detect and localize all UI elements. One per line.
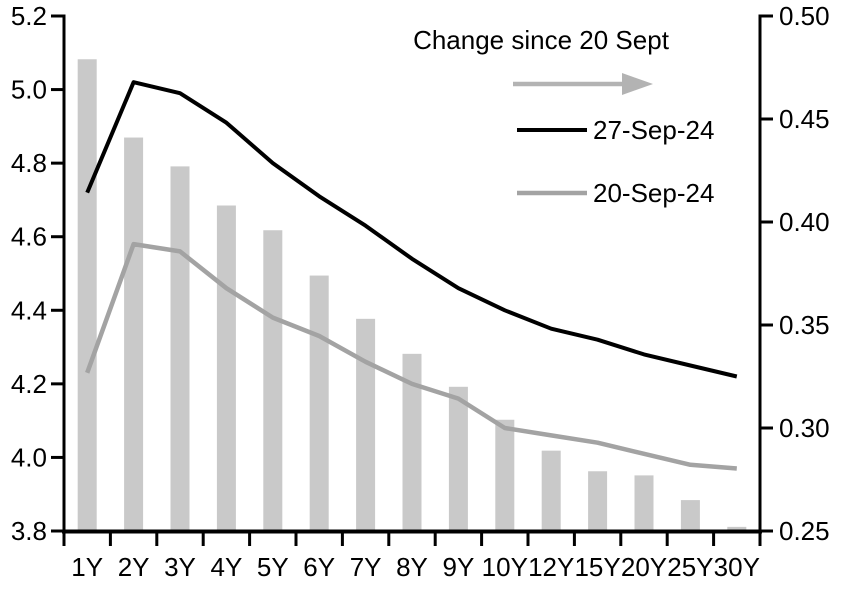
- right-axis-tick-label: 0.50: [779, 1, 830, 31]
- x-axis-tick-label: 8Y: [396, 552, 428, 582]
- x-axis-tick-label: 9Y: [442, 552, 474, 582]
- right-axis-tick-label: 0.30: [779, 413, 830, 443]
- x-axis-tick-label: 30Y: [714, 552, 760, 582]
- bar-20Y: [634, 475, 654, 531]
- line-series-27-sep-24: [85, 80, 738, 379]
- bar-4Y: [216, 205, 236, 531]
- bar-9Y: [448, 386, 468, 531]
- legend-arrow-icon: [622, 73, 653, 95]
- bar-10Y: [495, 419, 515, 531]
- x-axis-tick-label: 1Y: [71, 552, 103, 582]
- x-axis-tick-label: 4Y: [210, 552, 242, 582]
- x-axis-tick-label: 20Y: [621, 552, 667, 582]
- bar-7Y: [356, 318, 376, 531]
- right-axis-tick-label: 0.45: [779, 104, 830, 134]
- legend-label-27-sep-24: 27-Sep-24: [593, 115, 714, 145]
- bar-1Y: [77, 59, 97, 531]
- legend-title: Change since 20 Sept: [413, 25, 670, 55]
- bar-8Y: [402, 353, 422, 531]
- left-axis-tick-label: 3.8: [11, 516, 47, 546]
- left-axis-tick-label: 4.2: [11, 369, 47, 399]
- left-axis-tick-label: 4.6: [11, 222, 47, 252]
- bar-5Y: [263, 230, 283, 532]
- left-axis-tick-label: 5.2: [11, 1, 47, 31]
- left-axis-tick-label: 4.0: [11, 442, 47, 472]
- bar-30Y: [727, 526, 747, 531]
- bar-2Y: [124, 137, 144, 532]
- x-axis-tick-label: 7Y: [350, 552, 382, 582]
- x-axis-tick-label: 6Y: [303, 552, 335, 582]
- x-axis-tick-label: 5Y: [257, 552, 289, 582]
- x-axis-tick-label: 12Y: [528, 552, 574, 582]
- left-axis-tick-label: 4.8: [11, 148, 47, 178]
- x-axis-tick-label: 25Y: [667, 552, 713, 582]
- legend-label-20-sep-24: 20-Sep-24: [593, 178, 714, 208]
- bar-12Y: [541, 450, 561, 531]
- left-axis-tick-label: 4.4: [11, 295, 47, 325]
- right-axis-tick-label: 0.35: [779, 310, 830, 340]
- x-axis-tick-label: 15Y: [574, 552, 620, 582]
- bar-15Y: [588, 471, 608, 531]
- right-axis-tick-label: 0.40: [779, 207, 830, 237]
- right-axis-tick-label: 0.25: [779, 516, 830, 546]
- x-axis-tick-label: 2Y: [118, 552, 150, 582]
- bar-25Y: [680, 500, 700, 531]
- x-axis-tick-label: 3Y: [164, 552, 196, 582]
- bar-3Y: [170, 166, 190, 531]
- x-axis-tick-label: 10Y: [482, 552, 528, 582]
- bar-6Y: [309, 275, 329, 531]
- line-series-20-sep-24: [85, 241, 737, 471]
- left-axis-tick-label: 5.0: [11, 75, 47, 105]
